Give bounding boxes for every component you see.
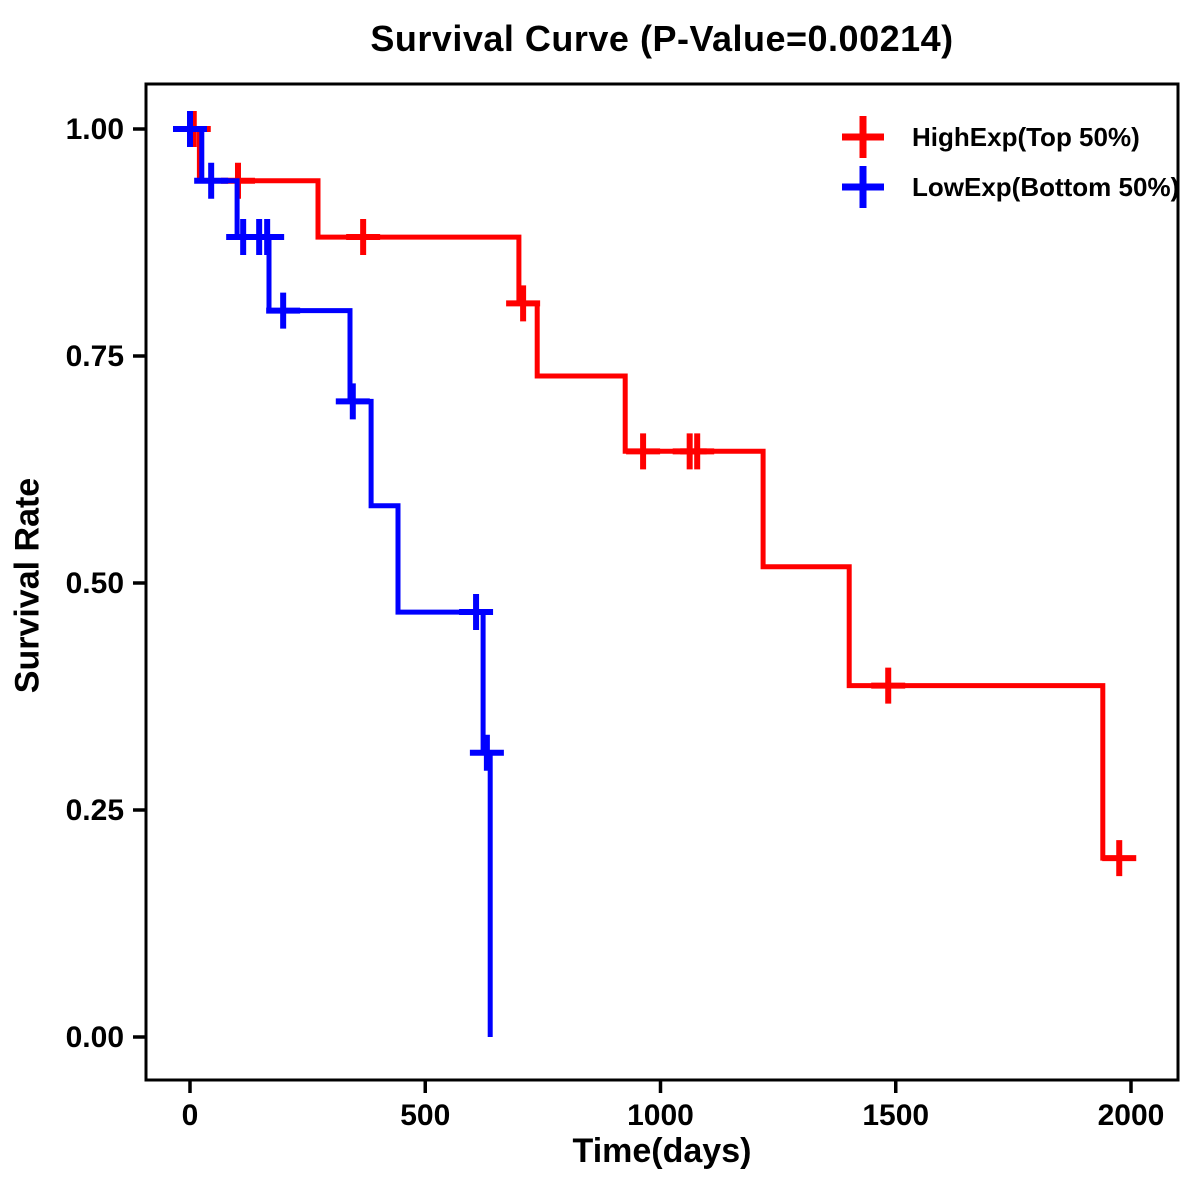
x-tick-label: 1500 bbox=[862, 1099, 929, 1132]
y-tick-label: 0.75 bbox=[66, 340, 124, 373]
legend-item-lowexp: LowExp(Bottom 50%) bbox=[840, 162, 1179, 212]
x-tick-label: 500 bbox=[400, 1099, 450, 1132]
legend-label-highexp: HighExp(Top 50%) bbox=[912, 121, 1140, 152]
x-tick-label: 1000 bbox=[627, 1099, 694, 1132]
legend-label-lowexp: LowExp(Bottom 50%) bbox=[912, 171, 1180, 202]
legend: HighExp(Top 50%) LowExp(Bottom 50%) bbox=[840, 112, 1179, 212]
y-tick-label: 1.00 bbox=[66, 113, 124, 146]
y-tick-label: 0.50 bbox=[66, 567, 124, 600]
legend-item-highexp: HighExp(Top 50%) bbox=[840, 112, 1179, 162]
plot-border bbox=[144, 82, 1180, 1082]
x-tick-label: 2000 bbox=[1098, 1099, 1165, 1132]
lowexp-plus-icon bbox=[842, 166, 884, 208]
highexp-curve bbox=[190, 126, 1131, 861]
x-axis-label: Time(days) bbox=[572, 1132, 752, 1170]
chart-title: Survival Curve (P-Value=0.00214) bbox=[370, 18, 954, 59]
highexp-plus-icon bbox=[842, 116, 884, 158]
lowexp-curve bbox=[190, 126, 493, 1037]
y-tick-label: 0.25 bbox=[66, 794, 124, 827]
x-tick-label: 0 bbox=[182, 1099, 199, 1132]
y-tick-label: 0.00 bbox=[66, 1021, 124, 1054]
